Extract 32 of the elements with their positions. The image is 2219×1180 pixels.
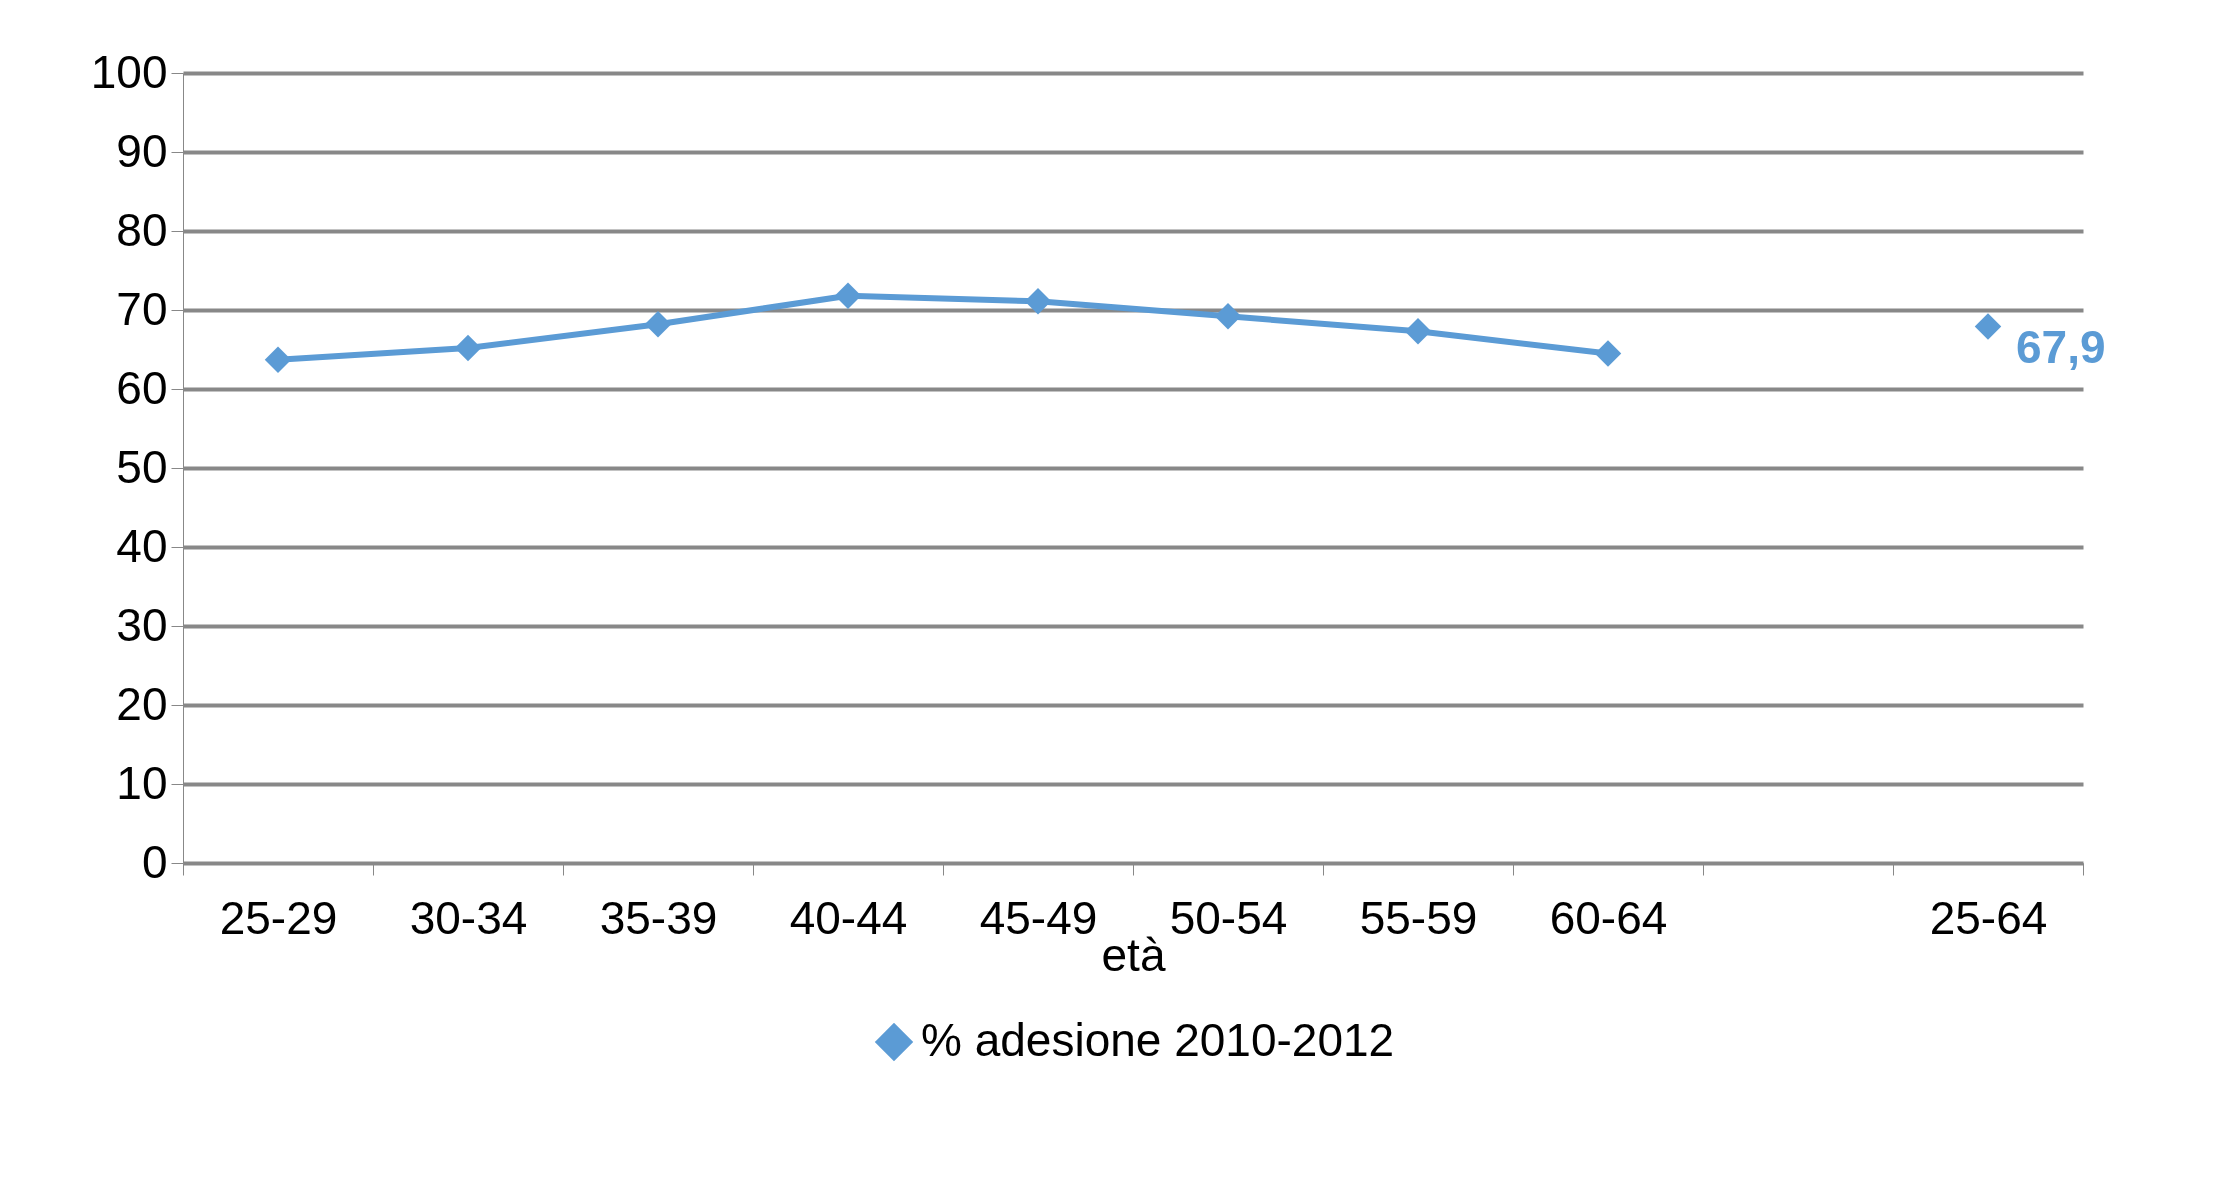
x-tick-label: 25-64 [1929, 891, 2048, 944]
y-tick-label: 0 [141, 835, 168, 888]
point [1024, 288, 1052, 315]
point [264, 346, 292, 373]
y-tick-label: 70 [116, 282, 168, 335]
data-label: 67,9 [2016, 320, 2106, 373]
point [454, 334, 482, 362]
y-tick-label: 90 [116, 124, 168, 177]
y-tick-label: 30 [116, 598, 168, 651]
legend-label: % adesione 2010-2012 [921, 1014, 1395, 1066]
x-tick-label: 35-39 [599, 891, 718, 944]
y-tick-label: 10 [116, 756, 168, 809]
x-tick-label: 55-59 [1359, 891, 1478, 944]
point [644, 310, 672, 338]
x-tick-label: 50-54 [1169, 891, 1288, 944]
y-tick-label: 80 [116, 203, 168, 256]
y-tick-label: 50 [116, 440, 168, 493]
point [1214, 303, 1242, 330]
x-tick-label: 25-29 [219, 891, 338, 944]
point [1404, 318, 1432, 345]
y-tick-label: 40 [116, 519, 168, 572]
y-tick-label: 20 [116, 677, 168, 730]
x-tick-label: 40-44 [789, 891, 908, 944]
point [1974, 313, 2002, 340]
x-tick-label: 60-64 [1549, 891, 1668, 944]
x-tick-label: 45-49 [979, 891, 1098, 944]
y-tick-label: 100 [90, 45, 168, 98]
x-axis-title: età [1101, 928, 1166, 981]
point [1594, 340, 1622, 367]
point [834, 282, 862, 310]
y-tick-label: 60 [116, 361, 168, 414]
x-tick-label: 30-34 [409, 891, 528, 944]
